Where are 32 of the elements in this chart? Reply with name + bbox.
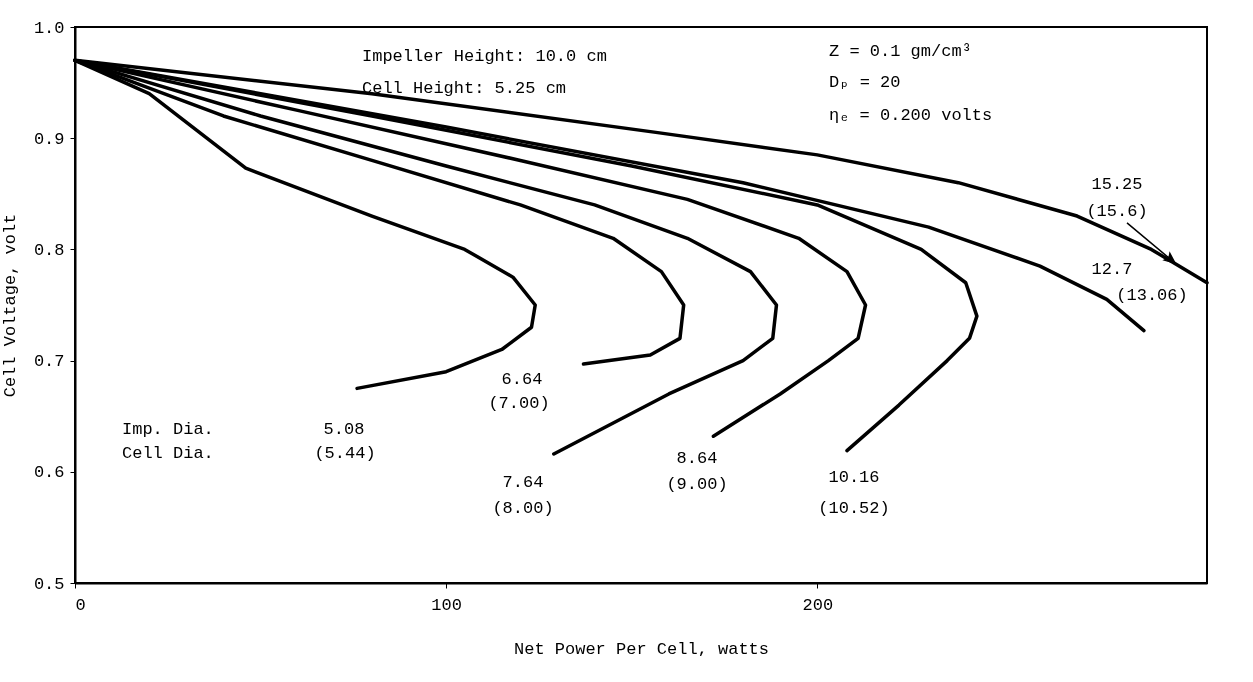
annotation: 5.08 — [323, 419, 365, 439]
annotation: 10.16 — [828, 468, 880, 488]
y-tick-label: 0.6 — [33, 463, 65, 483]
annotation: (10.52) — [818, 499, 890, 519]
annotation: Cell Height: 5.25 cm — [362, 79, 567, 99]
annotation: 15.25 — [1091, 174, 1143, 194]
y-tick-label: 0.9 — [33, 129, 65, 149]
y-tick-label: 0.7 — [33, 352, 65, 372]
annotation: 8.64 — [676, 449, 718, 469]
x-axis-title: Net Power Per Cell, watts — [513, 639, 770, 659]
annotation: (5.44) — [314, 444, 376, 464]
annotation: ηₑ = 0.200 volts — [829, 106, 993, 126]
annotation: 6.64 — [501, 369, 543, 389]
annotation: (8.00) — [492, 499, 554, 519]
annotation: (13.06) — [1116, 286, 1188, 306]
annotation: (7.00) — [488, 393, 550, 413]
annotation: 12.7 — [1091, 260, 1133, 280]
y-tick-label: 1.0 — [33, 18, 65, 38]
x-tick-label: 0 — [75, 595, 86, 615]
x-tick-label: 100 — [431, 595, 462, 615]
annotation: (15.6) — [1086, 202, 1148, 222]
annotation: Z = 0.1 gm/cm³ — [829, 42, 972, 62]
y-tick-label: 0.8 — [33, 240, 65, 260]
annotation: Impeller Height: 10.0 cm — [362, 47, 607, 67]
annotation: Cell Dia. — [122, 444, 214, 464]
annotation: Imp. Dia. — [122, 419, 214, 439]
annotation: 7.64 — [502, 473, 544, 493]
annotation: (9.00) — [666, 475, 728, 495]
x-tick-label: 200 — [802, 595, 834, 615]
y-tick-label: 0.5 — [33, 574, 65, 594]
annotation: Dₚ = 20 — [829, 73, 901, 93]
y-axis-title: Cell Voltage, volt — [0, 213, 20, 398]
